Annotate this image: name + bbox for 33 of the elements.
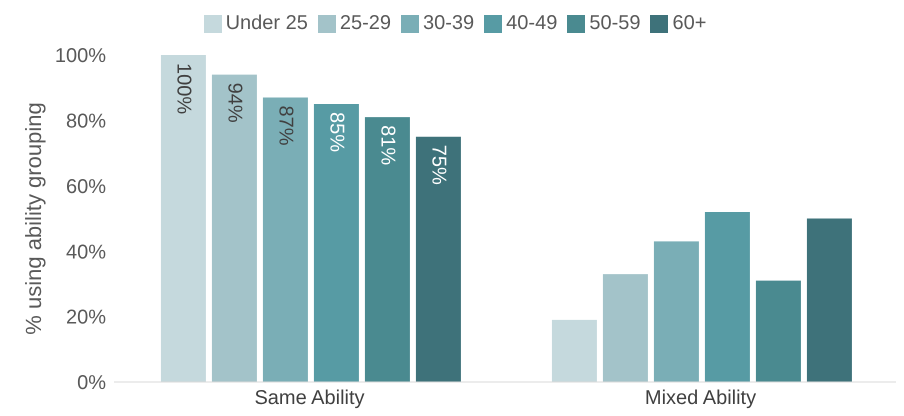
- bar: [160, 55, 206, 382]
- y-tick-label: 40%: [66, 241, 106, 264]
- legend-label: Under 25: [226, 12, 308, 34]
- bar: [212, 74, 257, 382]
- y-tick-label: 60%: [66, 176, 106, 198]
- y-tick-label: 100%: [54, 45, 106, 68]
- bar: [314, 104, 359, 382]
- bar: [654, 241, 699, 382]
- data-label: 81%: [376, 125, 398, 166]
- data-label: 87%: [274, 106, 296, 146]
- bar: [806, 218, 852, 382]
- bar: [602, 274, 648, 382]
- legend-label: 60+: [672, 12, 706, 34]
- data-label: 100%: [172, 63, 194, 114]
- data-label: 94%: [223, 82, 246, 123]
- x-tick-label: Mixed Ability: [644, 387, 756, 410]
- data-label: 75%: [427, 144, 450, 185]
- bar: [552, 320, 597, 382]
- bar: [704, 212, 750, 382]
- y-axis-title: % using ability grouping: [20, 102, 46, 335]
- y-tick-label: 80%: [66, 110, 106, 132]
- legend-label: 50-59: [589, 12, 640, 34]
- x-tick-label: Same Ability: [254, 387, 365, 410]
- y-tick-label: 20%: [66, 306, 106, 329]
- y-tick-label: 0%: [77, 372, 106, 394]
- data-label: 85%: [325, 112, 348, 152]
- bar: [262, 98, 308, 382]
- legend-label: 30-39: [423, 12, 474, 34]
- legend-label: 25-29: [340, 12, 392, 34]
- bar: [364, 117, 410, 382]
- bar: [416, 136, 461, 382]
- bar: [756, 280, 801, 382]
- legend-label: 40-49: [506, 12, 558, 34]
